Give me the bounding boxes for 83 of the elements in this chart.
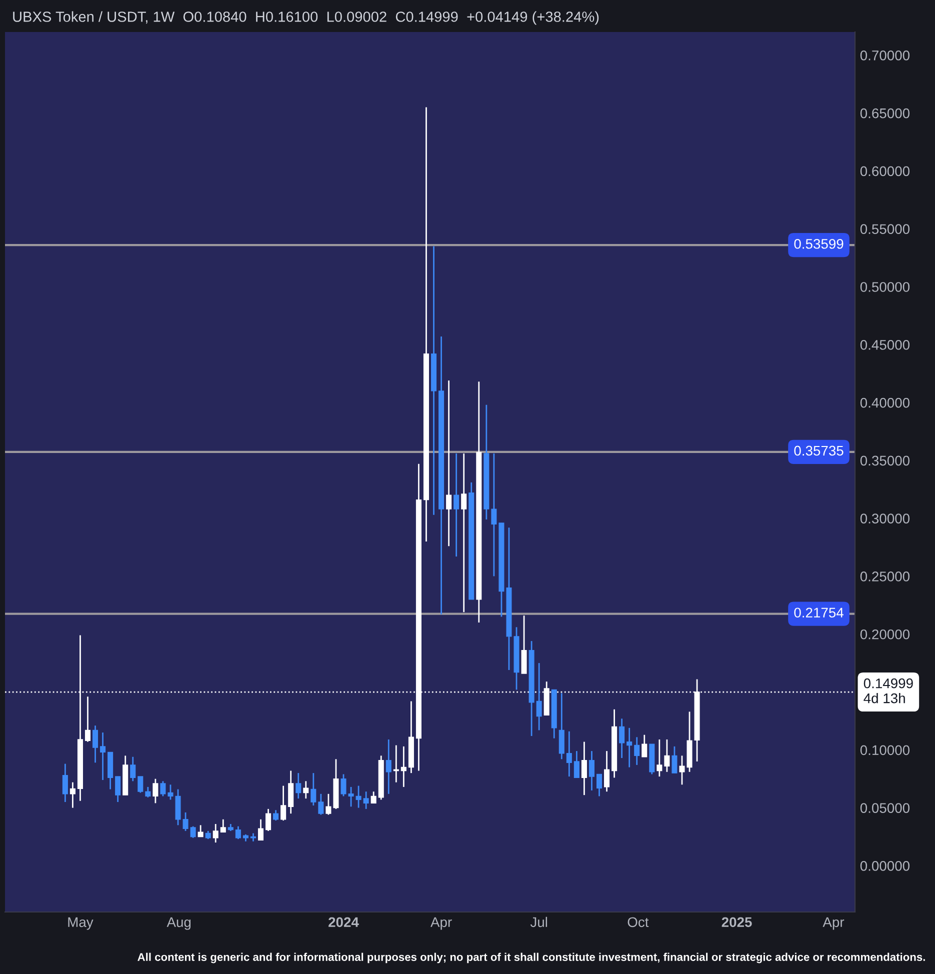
y-tick-label: 0.20000 (860, 629, 910, 640)
candlestick (400, 746, 406, 788)
x-tick-label: Apr (430, 917, 452, 930)
candlestick (446, 380, 452, 547)
candlestick (318, 793, 324, 816)
candlestick (303, 780, 309, 800)
y-tick-label: 0.10000 (860, 745, 910, 756)
candlestick (326, 793, 332, 816)
x-tick-label: Apr (822, 917, 844, 930)
y-tick-label: 0.70000 (860, 50, 910, 60)
candlestick (266, 808, 272, 832)
ref-line-label: 0.14999 4d 13h (864, 678, 913, 704)
ref-line-label: 0.53599 (794, 238, 844, 249)
candlestick (363, 790, 369, 810)
candlestick (386, 738, 392, 795)
candlestick (220, 818, 226, 833)
candlestick (596, 774, 602, 797)
candlestick (574, 750, 580, 778)
candlestick (348, 786, 354, 808)
candlestick (198, 824, 204, 838)
candlestick (138, 776, 144, 794)
candlestick (558, 692, 564, 760)
candlestick (212, 823, 218, 844)
x-tick-label: Aug (166, 917, 191, 930)
chart-title: UBXS Token / USDT, 1W O0.10840 H0.16100 L0.09002 C0.14999 +0.04149 (+38.24%) (13, 11, 599, 25)
y-tick-label: 0.60000 (860, 166, 910, 176)
candlestick (296, 772, 302, 800)
ref-line-label: 0.21754 (794, 608, 844, 618)
candlestick (521, 614, 527, 674)
candlestick (581, 741, 587, 796)
candlestick (604, 750, 610, 792)
candlestick (288, 770, 294, 814)
y-tick-label: 0.50000 (860, 282, 910, 292)
ref-line-label: 0.35735 (794, 446, 844, 456)
candlestick (642, 734, 648, 758)
candlestick (491, 452, 497, 577)
candlestick (310, 772, 316, 806)
x-tick-label: 2025 (722, 917, 752, 928)
candlestick (273, 809, 279, 822)
candlestick (626, 727, 632, 768)
candlestick (84, 696, 91, 742)
y-tick-label: 0.30000 (860, 514, 910, 524)
candlestick (235, 826, 241, 840)
candlestick (70, 782, 76, 808)
y-tick-label: 0.40000 (860, 398, 910, 408)
y-tick-label: 0.00000 (860, 861, 910, 871)
candlestick (280, 785, 286, 822)
candlestick (100, 732, 106, 781)
x-tick-label: Oct (628, 917, 649, 928)
candlestick (130, 756, 136, 782)
candlestick (62, 763, 68, 803)
candlestick (145, 786, 151, 798)
candlestick (664, 738, 670, 773)
candlestick (370, 790, 376, 804)
candlestick (356, 785, 362, 808)
x-tick-label: Jul (530, 916, 548, 928)
candlestick (588, 750, 594, 792)
y-tick-label: 0.25000 (860, 572, 910, 582)
x-tick-label: May (68, 917, 94, 930)
candlestick (454, 452, 460, 558)
candlestick (340, 774, 346, 797)
y-tick-label: 0.05000 (860, 803, 910, 813)
candlestick (634, 736, 640, 766)
candlestick (656, 738, 662, 778)
candlestick (461, 452, 467, 613)
candlestick (393, 744, 399, 784)
candlestick (258, 818, 264, 841)
candlestick (536, 662, 542, 731)
candlestick (190, 826, 196, 839)
candlestick (160, 780, 166, 797)
y-tick-label: 0.35000 (860, 456, 910, 466)
candlestick (566, 730, 572, 778)
candlestick (92, 724, 98, 764)
candlestick (182, 812, 188, 832)
y-tick-label: 0.65000 (860, 108, 910, 118)
y-tick-label: 0.45000 (860, 340, 910, 350)
x-tick-label: 2024 (328, 917, 359, 928)
candlestick (672, 746, 678, 774)
y-tick-label: 0.55000 (860, 224, 910, 234)
candlestick (619, 718, 625, 759)
text: All content is generic and for informational purposes only; no part of it shall constitute investment, financial or strategic advice or recommendations. (138, 952, 925, 964)
candlestick (115, 776, 121, 803)
candlestick (152, 778, 158, 804)
